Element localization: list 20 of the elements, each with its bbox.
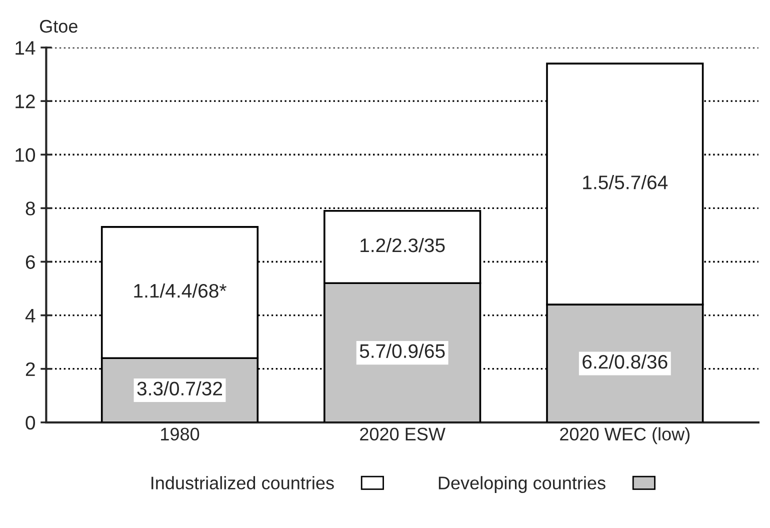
x-tick-label: 2020 WEC (low)	[560, 427, 690, 444]
data-label: 5.7/0.9/65	[360, 344, 445, 358]
data-label: 6.2/0.8/36	[582, 354, 668, 369]
y-tick-label: 10	[16, 148, 36, 162]
y-tick-label: 2	[26, 362, 35, 376]
data-label: 3.3/0.7/32	[137, 381, 222, 396]
y-tick-label: 12	[16, 94, 35, 108]
x-tick-label: 1980	[161, 428, 200, 441]
y-axis-title: Gtoe	[40, 20, 78, 33]
x-tick-label: 2020 ESW	[360, 428, 446, 441]
y-tick-label: 4	[25, 308, 36, 322]
legend-label: Industrialized countries	[152, 476, 334, 490]
y-tick-label: 8	[26, 202, 35, 216]
y-tick-label: 14	[16, 41, 36, 55]
legend-label: Developing countries	[438, 476, 606, 493]
data-label: 1.1/4.4/68*	[134, 283, 226, 298]
data-label: 1.2/2.3/35	[360, 238, 445, 252]
y-tick-label: 6	[26, 255, 35, 269]
data-label: 1.5/5.7/64	[583, 175, 668, 190]
y-tick-label: 0	[26, 416, 36, 430]
